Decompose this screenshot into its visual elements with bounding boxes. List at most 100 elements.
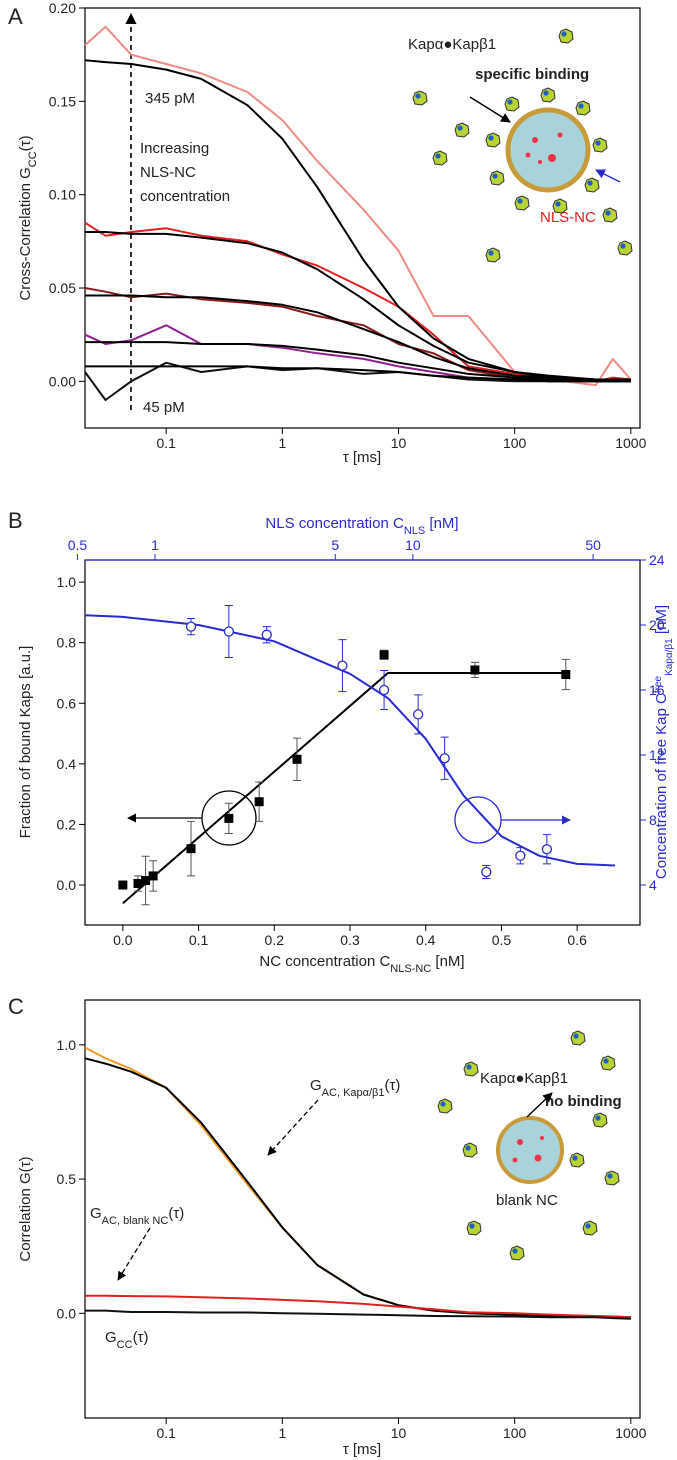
nc-illustration — [437, 1030, 620, 1261]
x-tick-label: 10 — [391, 435, 407, 451]
annotation: Kapα●Kapβ1 — [408, 36, 496, 53]
x-tick-label: 0.5 — [492, 932, 512, 948]
series-line — [84, 614, 616, 867]
y-tick-label: 0.0 — [57, 1305, 77, 1321]
annotation: Kapα●Kapβ1 — [480, 1070, 568, 1087]
annotation: NLS-NC — [540, 209, 596, 226]
data-point — [337, 660, 348, 671]
annotation: specific binding — [475, 66, 589, 83]
panel-letter: B — [8, 508, 23, 533]
x-axis-label: NC concentration CNLS-NC [nM] — [259, 953, 464, 975]
series-line — [85, 365, 631, 383]
data-point — [439, 753, 450, 764]
panel-letter: A — [8, 4, 23, 29]
x-axis-label: τ [ms] — [343, 1441, 381, 1458]
annotation: GAC, blank NC(τ) — [90, 1205, 184, 1227]
y-tick-label: 0.05 — [49, 280, 76, 296]
data-point — [541, 844, 553, 855]
y-tick-label: 0.2 — [57, 816, 77, 832]
series-line — [84, 1057, 631, 1319]
data-point — [470, 665, 480, 675]
data-point — [186, 844, 196, 854]
data-point — [118, 880, 128, 890]
x-tick-label: 1000 — [615, 1425, 646, 1441]
annotation: 345 pM — [145, 90, 195, 107]
x-tick-label: 0.1 — [156, 435, 176, 451]
y-tick-label: 0.8 — [57, 635, 77, 651]
series-line — [85, 1309, 631, 1320]
annotation: Increasing — [140, 140, 209, 157]
y-tick-label: 0.00 — [49, 373, 76, 389]
y2-tick-label: 24 — [649, 552, 665, 568]
data-point — [481, 866, 492, 878]
series-line — [84, 59, 631, 381]
annotation: no binding — [545, 1093, 622, 1110]
y-tick-label: 0.6 — [57, 695, 77, 711]
x-tick-label: 1 — [278, 435, 286, 451]
y2-tick-label: 20 — [649, 617, 665, 633]
x-tick-label: 0.1 — [156, 1425, 176, 1441]
data-point — [148, 871, 158, 881]
dashed-arrow — [267, 1099, 319, 1156]
x2-tick-label: 10 — [405, 537, 421, 553]
panel-letter: C — [8, 994, 24, 1019]
x-tick-label: 0.1 — [189, 932, 209, 948]
data-point — [515, 850, 526, 861]
data-point — [224, 813, 234, 823]
y-tick-label: 0.10 — [49, 187, 76, 203]
x2-tick-label: 50 — [585, 537, 601, 553]
y2-tick-label: 16 — [649, 682, 665, 698]
axis-hint — [127, 790, 571, 846]
x-tick-label: 0.6 — [567, 932, 587, 948]
y-tick-label: 1.0 — [57, 574, 77, 590]
data-point — [379, 650, 389, 660]
x-axis-label: τ [ms] — [343, 449, 381, 466]
plot-frame — [84, 7, 641, 429]
nc-illustration — [412, 28, 633, 263]
data-point — [185, 621, 197, 632]
plot-frame — [84, 999, 641, 1419]
data-point — [133, 879, 143, 889]
annotation: NLS-NC — [140, 164, 196, 181]
data-point — [378, 684, 390, 696]
y2-tick-label: 12 — [649, 747, 665, 763]
annotation: 45 pM — [143, 399, 185, 416]
x-tick-label: 1000 — [615, 435, 646, 451]
x2-axis-label: NLS concentration CNLS [nM] — [265, 515, 458, 537]
data-point — [292, 754, 302, 764]
x-tick-label: 10 — [391, 1425, 407, 1441]
series-line — [122, 672, 566, 904]
y-tick-label: 1.0 — [57, 1037, 77, 1053]
y-tick-label: 0.20 — [49, 0, 76, 16]
data-point — [261, 629, 272, 640]
x-tick-label: 0.2 — [265, 932, 285, 948]
x2-tick-label: 5 — [331, 537, 339, 553]
x-tick-label: 100 — [503, 435, 527, 451]
data-point — [413, 709, 424, 720]
y-axis-label: Cross-Correlation GCC(τ) — [17, 135, 39, 300]
x-tick-label: 0.3 — [340, 932, 360, 948]
series-line — [85, 1294, 631, 1319]
annotation: concentration — [140, 188, 230, 205]
x-tick-label: 0.0 — [113, 932, 133, 948]
x-tick-label: 0.4 — [416, 932, 436, 948]
annotation: GCC(τ) — [105, 1329, 148, 1351]
data-point — [561, 669, 571, 679]
y-axis-label: Fraction of bound Kaps [a.u.] — [17, 646, 34, 839]
series-line — [85, 341, 631, 383]
x2-tick-label: 1 — [151, 537, 159, 553]
x2-tick-label: 0.5 — [68, 537, 88, 553]
y2-tick-label: 8 — [649, 812, 657, 828]
y2-tick-label: 4 — [649, 877, 657, 893]
plot-frame — [84, 559, 641, 926]
y2-axis-label: Concentration of free Kap CfreeKapα/β1 [… — [653, 605, 675, 879]
x-tick-label: 1 — [278, 1425, 286, 1441]
y-tick-label: 0.0 — [57, 877, 77, 893]
data-point — [254, 797, 264, 807]
dashed-arrow — [117, 1227, 151, 1281]
series-line — [85, 294, 631, 383]
annotation: blank NC — [496, 1192, 558, 1209]
x-tick-label: 100 — [503, 1425, 527, 1441]
y-tick-label: 0.15 — [49, 93, 76, 109]
